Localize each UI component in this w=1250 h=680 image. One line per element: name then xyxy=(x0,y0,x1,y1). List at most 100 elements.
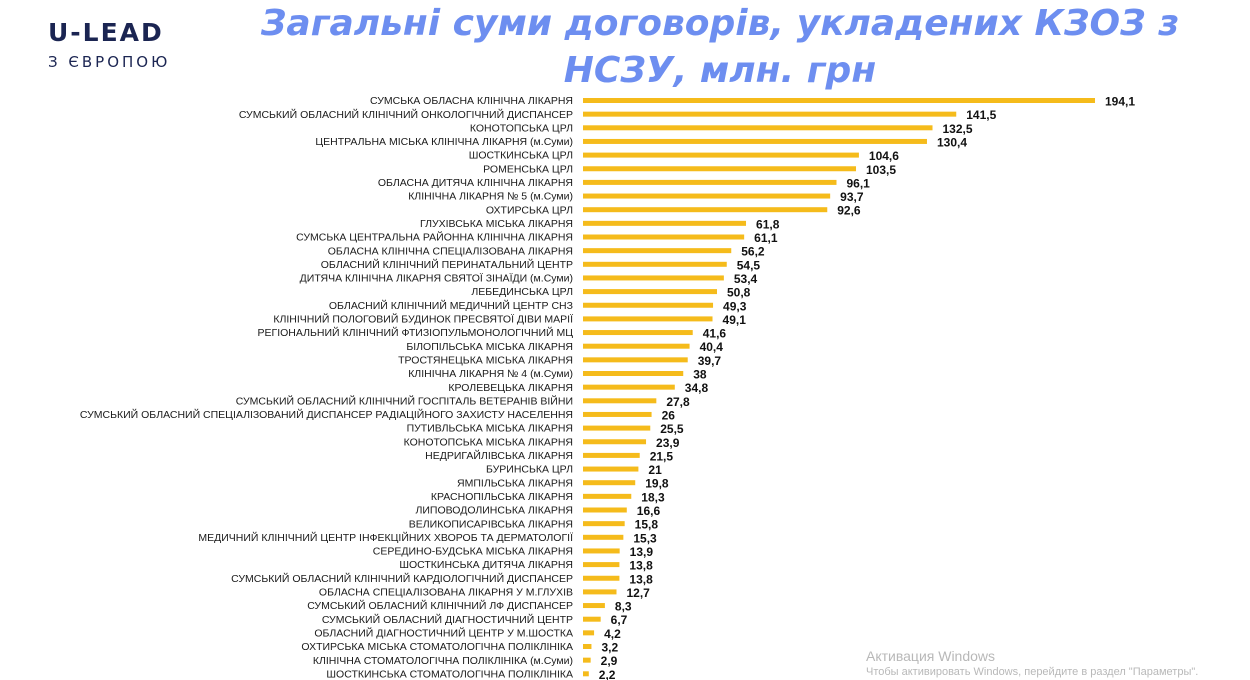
value-label: 3,2 xyxy=(601,641,618,655)
value-label: 53,4 xyxy=(734,272,758,286)
bar xyxy=(583,248,732,254)
value-label: 38 xyxy=(693,368,707,382)
bar xyxy=(583,452,640,458)
bar xyxy=(583,234,745,240)
category-label: КОНОТОПСЬКА ЦРЛ xyxy=(470,122,573,134)
category-label: ОБЛАСНИЙ КЛІНІЧНИЙ МЕДИЧНИЙ ЦЕНТР СНЗ xyxy=(329,299,573,312)
watermark-title: Активация Windows xyxy=(866,648,996,664)
bar xyxy=(583,657,591,663)
value-label: 104,6 xyxy=(869,149,899,163)
chart-title: Загальні суми договорів, укладених КЗОЗ … xyxy=(200,0,1240,94)
value-label: 13,9 xyxy=(630,545,654,559)
value-label: 19,8 xyxy=(645,477,669,491)
bar xyxy=(583,507,627,513)
category-label: ОБЛАСНА ДИТЯЧА КЛІНІЧНА ЛІКАРНЯ xyxy=(378,177,573,189)
category-label: ШОСТКИНСЬКА ЦРЛ xyxy=(469,150,573,162)
bar xyxy=(583,220,747,226)
bar xyxy=(583,111,957,117)
category-label: МЕДИЧНИЙ КЛІНІЧНИЙ ЦЕНТР ІНФЕКЦІЙНИХ ХВО… xyxy=(198,531,573,544)
value-label: 15,8 xyxy=(635,518,659,532)
value-label: 2,9 xyxy=(601,654,618,668)
value-label: 4,2 xyxy=(604,627,621,641)
category-label: КЛІНІЧНА СТОМАТОЛОГІЧНА ПОЛІКЛІНІКА (м.С… xyxy=(313,655,573,667)
category-label: СЕРЕДИНО-БУДСЬКА МІСЬКА ЛІКАРНЯ xyxy=(373,546,573,558)
category-label: СУМСЬКИЙ ОБЛАСНИЙ КЛІНІЧНИЙ КАРДІОЛОГІЧН… xyxy=(231,572,573,585)
value-label: 96,1 xyxy=(846,176,870,190)
chart-title-line-1: Загальні суми договорів, укладених КЗОЗ … xyxy=(260,3,1180,44)
category-label: РЕГІОНАЛЬНИЙ КЛІНІЧНИЙ ФТИЗІОПУЛЬМОНОЛОГ… xyxy=(258,326,574,339)
bar xyxy=(583,357,688,363)
category-label: СУМСЬКА ОБЛАСНА КЛІНІЧНА ЛІКАРНЯ xyxy=(370,95,573,107)
value-label: 6,7 xyxy=(611,613,628,627)
watermark-subtitle: Чтобы активировать Windows, перейдите в … xyxy=(866,666,1199,678)
value-label: 49,3 xyxy=(723,299,747,313)
value-label: 13,8 xyxy=(629,559,653,573)
value-label: 34,8 xyxy=(685,381,709,395)
bar xyxy=(583,493,632,499)
bar xyxy=(583,534,624,540)
category-label: ЛЕБЕДИНСЬКА ЦРЛ xyxy=(471,286,573,298)
bar xyxy=(583,548,620,554)
value-label: 61,1 xyxy=(754,231,778,245)
category-label: КРОЛЕВЕЦЬКА ЛІКАРНЯ xyxy=(448,382,573,394)
category-label: СУМСЬКИЙ ОБЛАСНИЙ КЛІНІЧНИЙ ГОСПІТАЛЬ ВЕ… xyxy=(236,394,573,407)
category-label: КЛІНІЧНА ЛІКАРНЯ № 5 (м.Суми) xyxy=(408,191,573,203)
category-label: ОХТИРСЬКА МІСЬКА СТОМАТОЛОГІЧНА ПОЛІКЛІН… xyxy=(301,641,573,653)
bar xyxy=(583,439,647,445)
value-label: 61,8 xyxy=(756,217,780,231)
category-label: БУРИНСЬКА ЦРЛ xyxy=(486,464,573,476)
value-label: 21,5 xyxy=(650,449,674,463)
value-label: 8,3 xyxy=(615,600,632,614)
category-label: ДИТЯЧА КЛІНІЧНА ЛІКАРНЯ СВЯТОЇ ЗІНАЇДИ (… xyxy=(300,273,573,285)
category-label: КЛІНІЧНИЙ ПОЛОГОВИЙ БУДИНОК ПРЕСВЯТОЇ ДІ… xyxy=(273,313,573,326)
bar xyxy=(583,302,714,308)
logo-text: U-LEAD xyxy=(48,18,164,47)
value-label: 2,2 xyxy=(599,668,616,680)
value-label: 18,3 xyxy=(641,490,665,504)
value-label: 25,5 xyxy=(660,422,684,436)
category-label: СУМСЬКИЙ ОБЛАСНИЙ КЛІНІЧНИЙ ОНКОЛОГІЧНИЙ… xyxy=(239,108,573,121)
bar xyxy=(583,371,684,376)
bar xyxy=(583,466,639,472)
bar xyxy=(583,411,652,417)
bar xyxy=(583,275,724,281)
value-label: 130,4 xyxy=(937,135,967,149)
category-label: ОБЛАСНИЙ КЛІНІЧНИЙ ПЕРИНАТАЛЬНИЙ ЦЕНТР xyxy=(321,258,573,271)
bar xyxy=(583,166,857,172)
category-label: ВЕЛИКОПИСАРІВСЬКА ЛІКАРНЯ xyxy=(409,518,573,530)
bar xyxy=(583,630,595,636)
category-label: СУМСЬКИЙ ОБЛАСНИЙ СПЕЦІАЛІЗОВАНИЙ ДИСПАН… xyxy=(80,408,573,421)
bar xyxy=(583,316,713,322)
value-label: 39,7 xyxy=(698,354,722,368)
chart-title-line-2: НСЗУ, млн. грн xyxy=(563,50,877,91)
category-label: ЯМПІЛЬСЬКА ЛІКАРНЯ xyxy=(457,477,573,489)
bar xyxy=(583,193,831,199)
bar xyxy=(583,480,636,486)
category-label: СУМСЬКИЙ ОБЛАСНИЙ КЛІНІЧНИЙ ЛФ ДИСПАНСЕР xyxy=(307,599,573,612)
category-label: ОБЛАСНА СПЕЦІАЛІЗОВАНА ЛІКАРНЯ У М.ГЛУХІ… xyxy=(319,587,573,599)
bar xyxy=(583,521,625,527)
bar xyxy=(583,343,690,349)
category-label: БІЛОПІЛЬСЬКА МІСЬКА ЛІКАРНЯ xyxy=(406,341,573,353)
logo: U-LEAD З ЄВРОПОЮ xyxy=(48,18,170,71)
bar xyxy=(583,562,620,568)
bar xyxy=(583,261,727,267)
value-label: 40,4 xyxy=(700,340,724,354)
value-label: 56,2 xyxy=(741,245,765,259)
bar xyxy=(583,603,605,609)
value-label: 27,8 xyxy=(666,395,690,409)
category-label: КРАСНОПІЛЬСЬКА ЛІКАРНЯ xyxy=(431,491,573,503)
category-label: ШОСТКИНСЬКА СТОМАТОЛОГІЧНА ПОЛІКЛІНІКА xyxy=(326,668,573,680)
value-label: 93,7 xyxy=(840,190,864,204)
bar xyxy=(583,138,927,144)
value-label: 16,6 xyxy=(637,504,661,518)
bar xyxy=(583,207,828,213)
bar xyxy=(583,152,859,158)
value-label: 194,1 xyxy=(1105,95,1135,109)
category-label: ОХТИРСЬКА ЦРЛ xyxy=(486,204,573,216)
bar xyxy=(583,644,592,649)
category-label: ПУТИВЛЬСЬКА МІСЬКА ЛІКАРНЯ xyxy=(407,423,573,435)
value-label: 132,5 xyxy=(943,122,973,136)
bar xyxy=(583,589,617,595)
